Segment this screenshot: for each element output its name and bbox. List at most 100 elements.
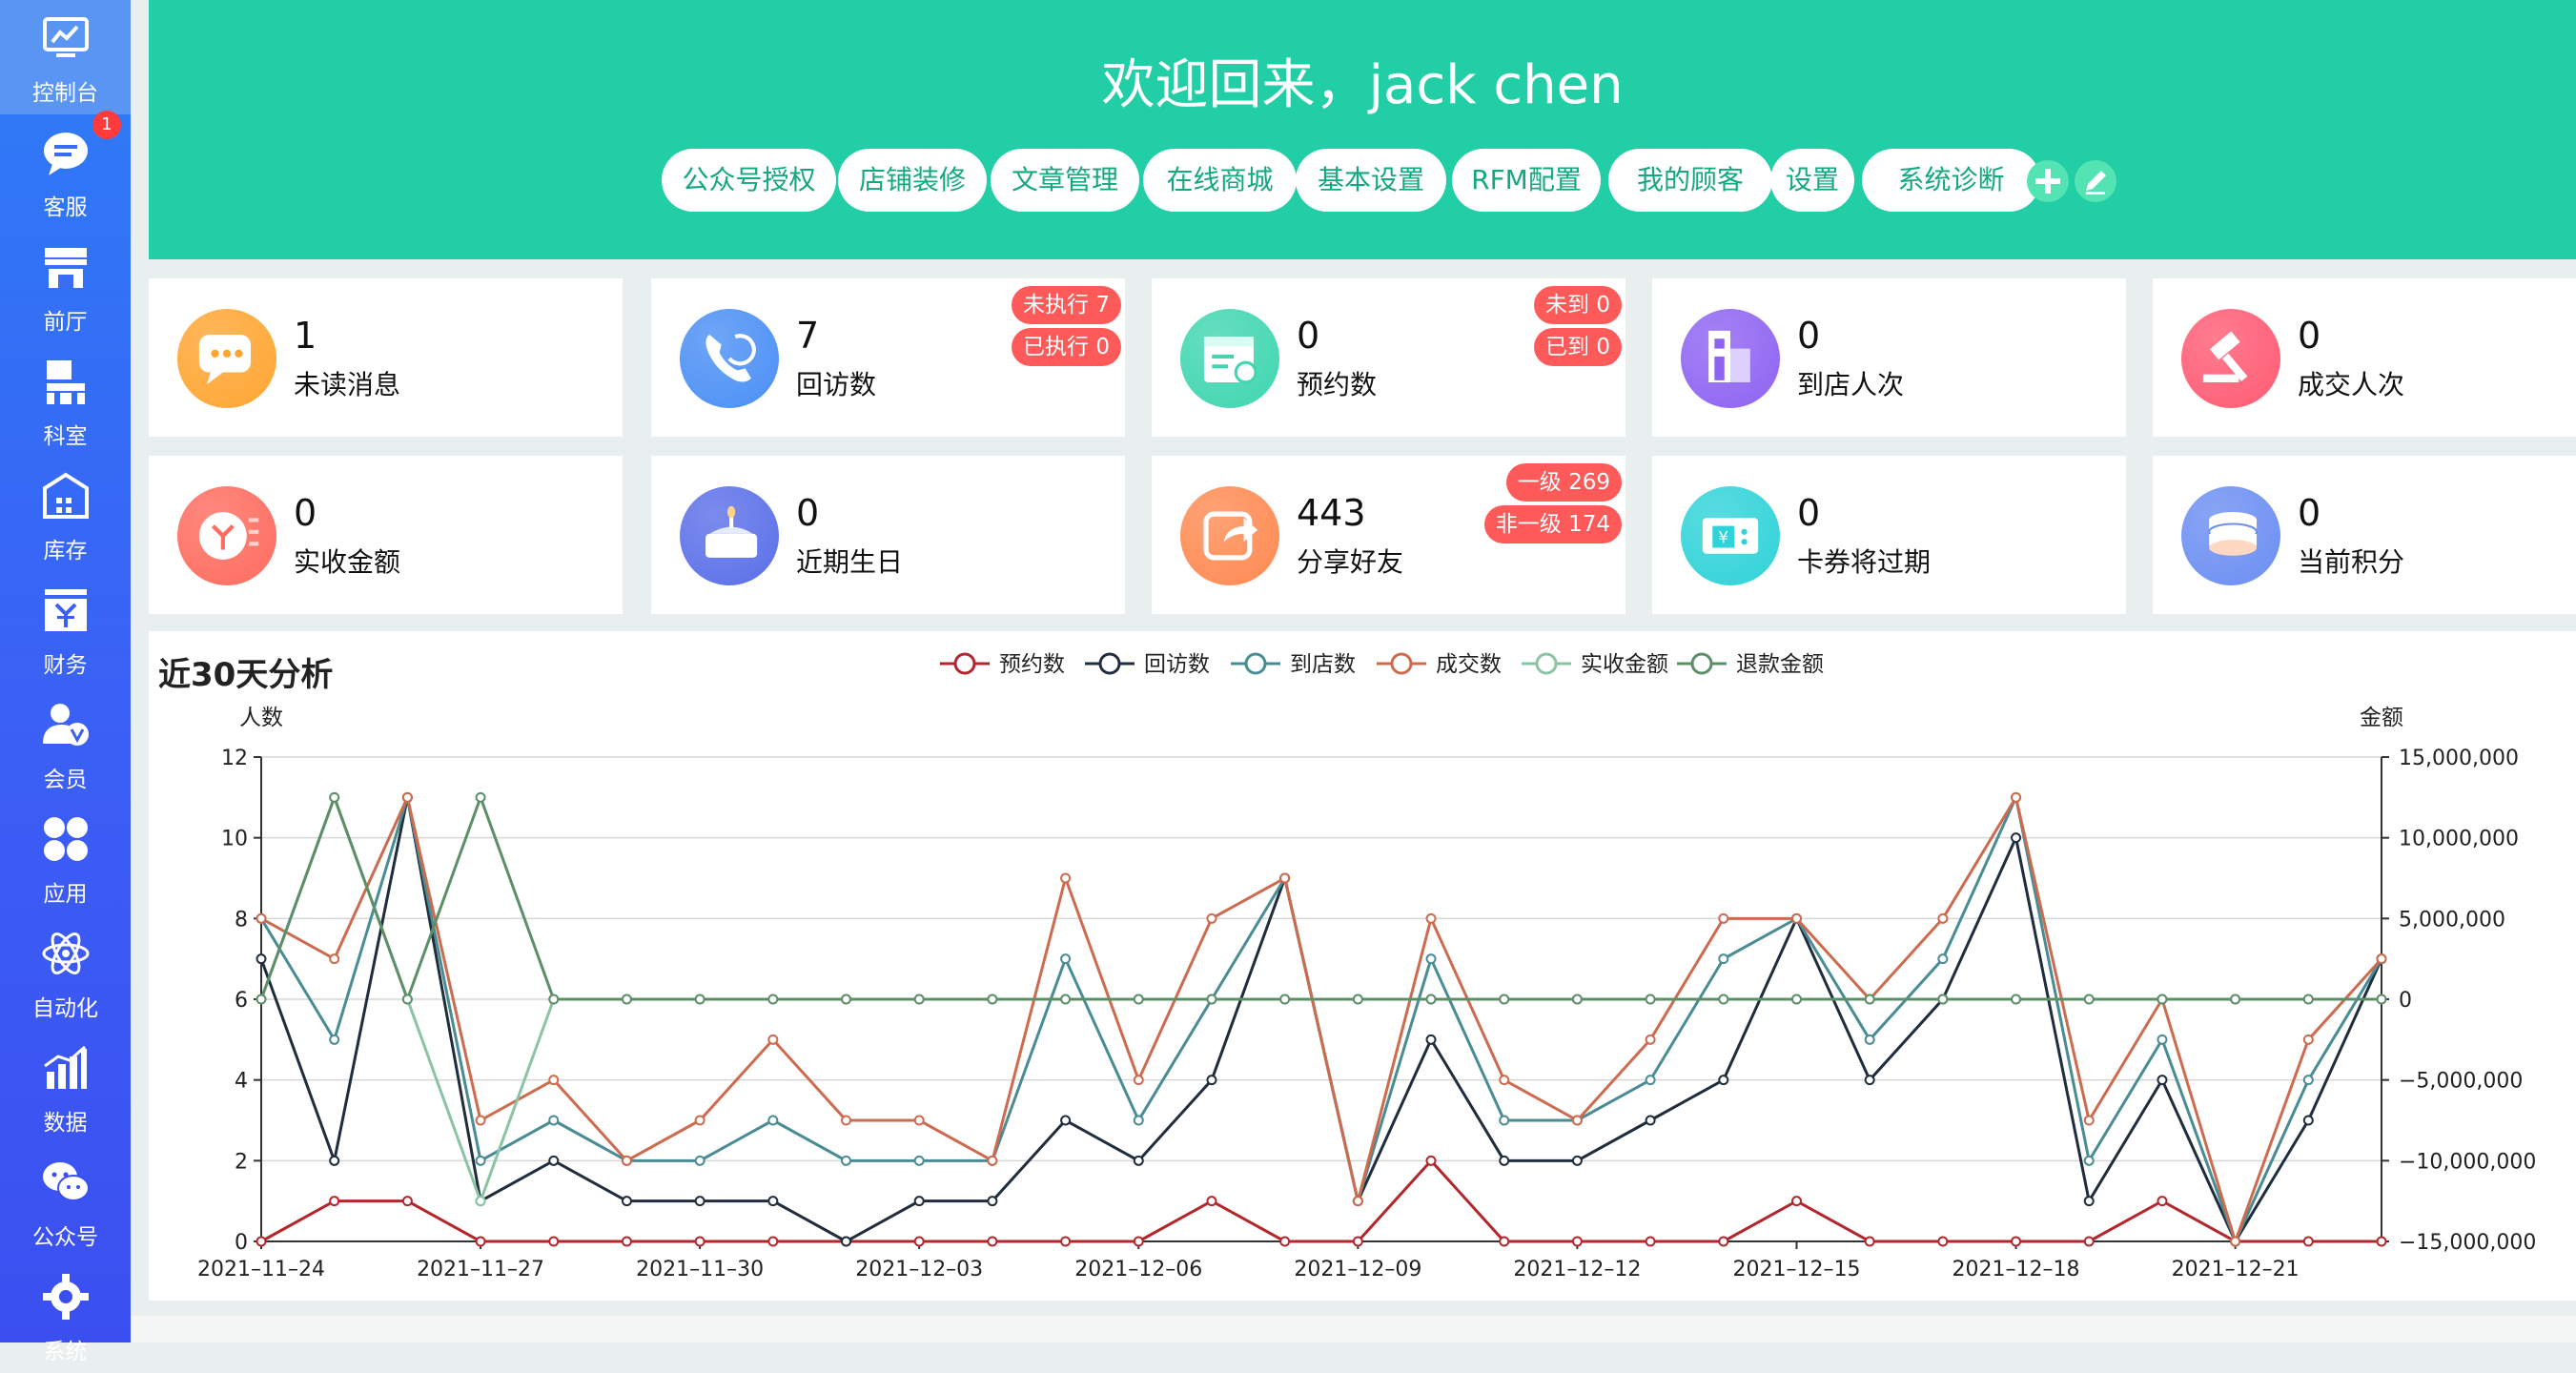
y-tick-label: 8 xyxy=(235,908,248,932)
member-icon xyxy=(43,704,89,746)
data-point xyxy=(694,994,705,1005)
data-point xyxy=(329,791,340,803)
chat-bubble-icon xyxy=(44,133,88,175)
sidebar-item-5[interactable]: 财务 xyxy=(0,572,131,686)
sidebar-item-10[interactable]: 公众号 xyxy=(0,1144,131,1259)
nav-pill-8[interactable]: 系统诊断 xyxy=(1862,149,2040,212)
data-point xyxy=(694,1155,705,1166)
data-point xyxy=(987,1236,998,1247)
yen-coin-icon xyxy=(177,486,276,585)
nav-pill-1[interactable]: 店铺装修 xyxy=(838,149,987,212)
legend-marker xyxy=(1690,652,1713,675)
x-tick-label: 2021–12–18 xyxy=(1952,1258,2080,1281)
stat-card-9[interactable]: 0 当前积分 xyxy=(2153,456,2576,614)
data-point xyxy=(1206,1075,1217,1086)
data-point xyxy=(1571,1115,1583,1126)
data-point xyxy=(1718,1075,1729,1086)
data-point xyxy=(621,1155,632,1166)
atom-icon xyxy=(42,932,90,974)
data-point xyxy=(475,1115,486,1126)
nav-pill-7[interactable]: 设置 xyxy=(1770,149,1854,212)
nav-pill-3[interactable]: 在线商城 xyxy=(1143,149,1297,212)
data-point xyxy=(841,1155,852,1166)
stat-card-0[interactable]: 1 未读消息 xyxy=(149,278,623,437)
data-point xyxy=(913,1196,925,1207)
data-point xyxy=(1718,912,1729,924)
y-tick-label: 10 xyxy=(221,828,248,851)
legend-label: 回访数 xyxy=(1144,652,1210,677)
data-point xyxy=(548,994,560,1005)
sidebar-item-8[interactable]: 自动化 xyxy=(0,915,131,1030)
sidebar-item-6[interactable]: 会员 xyxy=(0,686,131,801)
stat-card-5[interactable]: 0 实收金额 xyxy=(149,456,623,614)
nav-pill-5[interactable]: RFM配置 xyxy=(1452,149,1601,212)
data-point xyxy=(1499,1236,1510,1247)
sidebar-item-9[interactable]: 数据 xyxy=(0,1030,131,1144)
sidebar-item-11[interactable]: 系统 xyxy=(0,1259,131,1373)
y2-tick-label: −10,000,000 xyxy=(2399,1150,2536,1174)
data-point xyxy=(2011,832,2022,844)
nav-pill-0[interactable]: 公众号授权 xyxy=(662,149,836,212)
stat-value: 0 xyxy=(2298,492,2321,534)
nav-pill-4[interactable]: 基本设置 xyxy=(1296,149,1446,212)
sidebar-item-3[interactable]: 科室 xyxy=(0,343,131,458)
data-point xyxy=(987,994,998,1005)
legend-label: 成交数 xyxy=(1436,652,1502,677)
y2-tick-label: −15,000,000 xyxy=(2399,1231,2536,1255)
sidebar-item-label: 财务 xyxy=(43,653,88,678)
data-point xyxy=(694,1196,705,1207)
plus-circle-icon[interactable] xyxy=(2027,160,2069,202)
stat-label: 当前积分 xyxy=(2298,546,2405,578)
data-point xyxy=(2230,1236,2241,1247)
data-point xyxy=(913,1236,925,1247)
stat-card-3[interactable]: 0 到店人次 xyxy=(1652,278,2126,437)
data-point xyxy=(1133,1155,1144,1166)
message-icon xyxy=(177,309,276,408)
data-point xyxy=(1937,912,1949,924)
data-point xyxy=(1499,1075,1510,1086)
stat-card-1[interactable]: 7 回访数 未执行 7 已执行 0 xyxy=(651,278,1125,437)
x-tick-label: 2021–11–24 xyxy=(197,1258,325,1281)
data-point xyxy=(1060,872,1072,884)
data-point xyxy=(621,994,632,1005)
data-point xyxy=(841,994,852,1005)
data-point xyxy=(841,1115,852,1126)
data-point xyxy=(256,912,267,924)
sidebar-item-2[interactable]: 前厅 xyxy=(0,229,131,343)
data-point xyxy=(694,1115,705,1126)
edit-pencil-icon[interactable] xyxy=(2075,160,2116,202)
data-point xyxy=(1499,1155,1510,1166)
data-point xyxy=(329,953,340,965)
y-tick-label: 12 xyxy=(221,747,248,770)
data-point xyxy=(1352,994,1363,1005)
data-point xyxy=(475,1155,486,1166)
data-point xyxy=(1645,1075,1656,1086)
apps-grid-icon xyxy=(44,817,88,861)
stat-label: 到店人次 xyxy=(1797,369,1905,400)
nav-pill-6[interactable]: 我的顾客 xyxy=(1608,149,1772,212)
data-point xyxy=(1060,1115,1072,1126)
sidebar-item-1[interactable]: 客服 1 xyxy=(0,111,131,229)
sidebar-item-label: 客服 xyxy=(43,195,88,220)
stat-card-7[interactable]: 443 分享好友 一级 269 非一级 174 xyxy=(1152,456,1625,614)
data-point xyxy=(1718,994,1729,1005)
sidebar-item-label: 系统 xyxy=(43,1340,88,1364)
stat-card-2[interactable]: 0 预约数 未到 0 已到 0 xyxy=(1152,278,1625,437)
data-point xyxy=(1937,1236,1949,1247)
stat-card-6[interactable]: 0 近期生日 xyxy=(651,456,1125,614)
sidebar-item-4[interactable]: 库存 xyxy=(0,458,131,572)
sidebar-item-label: 数据 xyxy=(43,1111,88,1136)
legend-label: 实收金额 xyxy=(1581,652,1668,677)
data-point xyxy=(1279,872,1291,884)
data-point xyxy=(1206,912,1217,924)
data-point xyxy=(329,1034,340,1045)
data-point xyxy=(475,1196,486,1207)
storefront-icon xyxy=(45,248,87,288)
sidebar-item-7[interactable]: 应用 xyxy=(0,801,131,915)
stat-card-8[interactable]: ¥0 卡券将过期 xyxy=(1652,456,2126,614)
nav-pill-2[interactable]: 文章管理 xyxy=(991,149,1139,212)
data-point xyxy=(913,1155,925,1166)
sidebar-item-0[interactable]: 控制台 xyxy=(0,0,131,114)
stat-card-4[interactable]: 0 成交人次 xyxy=(2153,278,2576,437)
series-line-5 xyxy=(259,792,2382,1004)
